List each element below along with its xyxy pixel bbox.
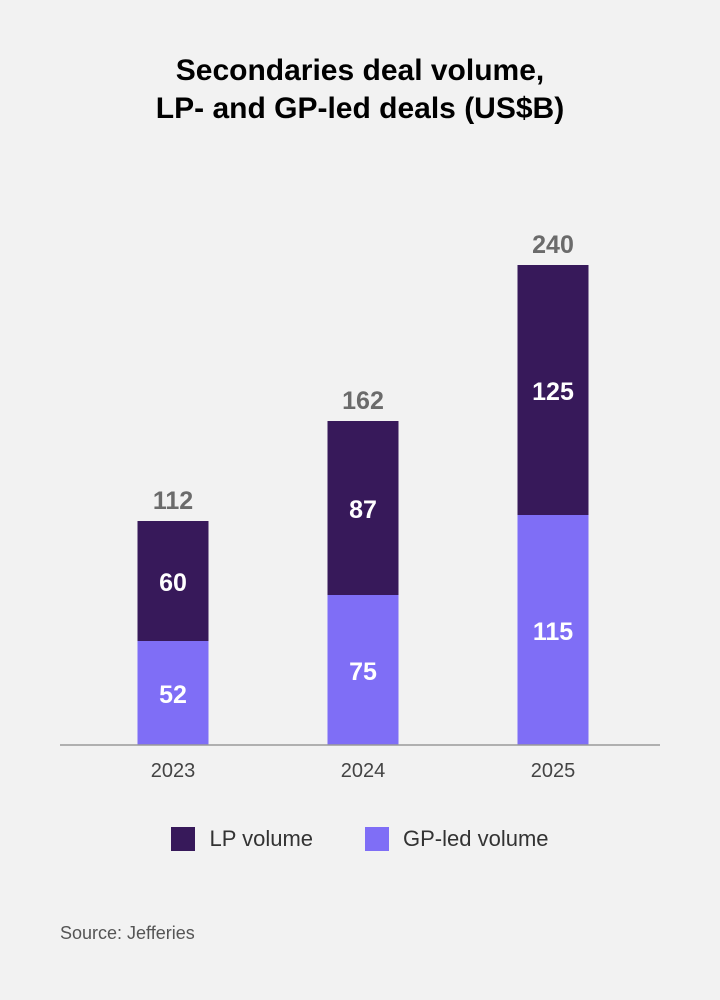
legend-item-gp: GP-led volume [365,826,549,852]
bar-lp-volume-2023 [137,521,209,641]
legend-swatch-gp [365,827,390,851]
chart-title-line-1: Secondaries deal volume, [175,54,545,87]
x-tick-label-2023: 2023 [151,760,196,782]
stacked-bar-chart: 52 60 112 2023 75 87 162 2024 115 125 240 2025 [60,231,660,782]
chart-title-line-2: LP- and GP-led deals (US$B) [155,92,565,125]
bar-gp-led-volume-2023 [137,641,209,745]
bar-label-lp-volume-2025: 125 [532,378,574,406]
bar-label-lp-volume-2023: 60 [159,569,187,597]
legend: LP volume GP-led volume [0,826,720,852]
chart-title: Secondaries deal volume, LP- and GP-led … [0,52,720,128]
bar-label-gp-led-volume-2023: 52 [159,681,187,709]
legend-item-lp: LP volume [171,826,313,852]
bar-gp-led-volume-2025 [517,515,589,745]
source-note: Source: Jefferies [60,923,195,943]
legend-label-gp: GP-led volume [403,826,549,851]
bar-label-lp-volume-2024: 87 [349,496,377,524]
bar-label-gp-led-volume-2025: 115 [533,618,573,646]
total-label-2023: 112 [153,487,193,515]
total-label-2025: 240 [532,231,574,259]
x-tick-label-2024: 2024 [341,760,386,782]
legend-swatch-lp [171,827,196,851]
bar-label-gp-led-volume-2024: 75 [349,658,377,686]
legend-label-lp: LP volume [209,826,314,851]
bar-lp-volume-2024 [327,421,399,595]
bar-lp-volume-2025 [517,265,589,515]
bar-gp-led-volume-2024 [327,595,399,745]
total-label-2024: 162 [342,387,384,415]
x-tick-label-2025: 2025 [531,760,576,782]
